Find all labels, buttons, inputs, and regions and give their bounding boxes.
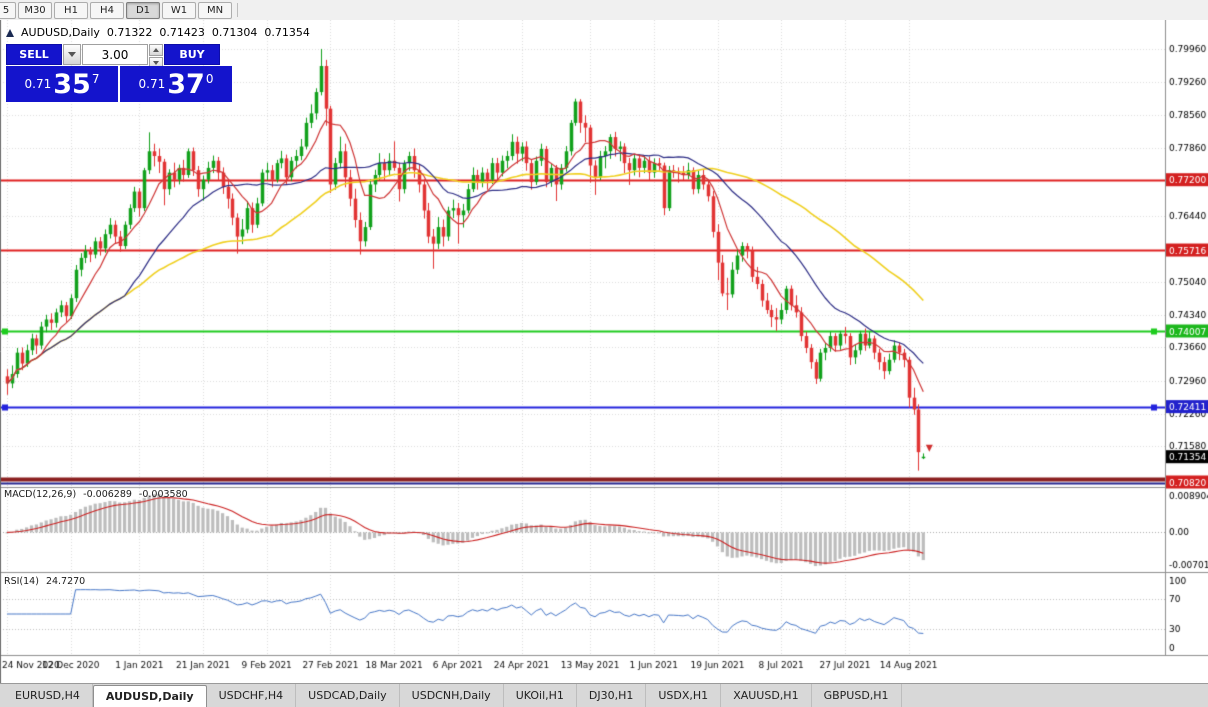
buy-price-prefix: 0.71 [138, 77, 166, 91]
rsi-name: RSI(14) [4, 576, 39, 587]
ohlc-high: 0.71423 [159, 26, 205, 39]
timeframe-button-w1[interactable]: W1 [162, 1, 196, 19]
sell-price-digits: 35 [53, 68, 91, 100]
chart-symbol-label: AUDUSD,Daily [21, 26, 100, 39]
tab-xauusd-h1[interactable]: XAUUSD,H1 [721, 684, 812, 707]
tab-usdcad-daily[interactable]: USDCAD,Daily [296, 684, 400, 707]
rsi-value: 24.7270 [45, 576, 86, 587]
tab-eurusd-h4[interactable]: EURUSD,H4 [3, 684, 93, 707]
tab-dj30-h1[interactable]: DJ30,H1 [577, 684, 647, 707]
macd-value-main: -0.006289 [83, 489, 132, 500]
buy-button[interactable]: BUY [164, 44, 220, 65]
sell-price-prefix: 0.71 [24, 77, 52, 91]
timeframe-button-d1[interactable]: D1 [126, 1, 160, 19]
macd-name: MACD(12,26,9) [4, 489, 77, 500]
chart-window: AUDUSD,Daily 0.71322 0.71423 0.71304 0.7… [0, 20, 1208, 683]
tab-usdcnh-daily[interactable]: USDCNH,Daily [400, 684, 504, 707]
sell-button[interactable]: SELL [6, 44, 62, 65]
sell-price-pipette: 7 [91, 71, 100, 86]
chevron-up-icon [153, 45, 159, 52]
chevron-down-icon [153, 61, 159, 68]
timeframe-button-mn[interactable]: MN [198, 1, 232, 19]
macd-indicator-label: MACD(12,26,9) -0.006289 -0.003580 [4, 489, 188, 500]
buy-price-digits: 37 [167, 68, 205, 100]
timeframe-toolbar: 5 M30 H1 H4 D1 W1 MN [0, 0, 1208, 21]
volume-stepper [149, 44, 163, 69]
tab-gbpusd-h1[interactable]: GBPUSD,H1 [812, 684, 902, 707]
tab-usdx-h1[interactable]: USDX,H1 [646, 684, 722, 707]
timeframe-button-m15[interactable]: 5 [0, 1, 16, 19]
chevron-down-icon [68, 52, 76, 61]
volume-dropdown-button[interactable] [63, 44, 81, 65]
ohlc-close: 0.71354 [264, 26, 310, 39]
chart-canvas[interactable] [0, 20, 1208, 683]
timeframe-button-h1[interactable]: H1 [54, 1, 88, 19]
tab-usdchf-h4[interactable]: USDCHF,H4 [207, 684, 297, 707]
ohlc-low: 0.71304 [211, 26, 258, 39]
tab-ukoil-h1[interactable]: UKOil,H1 [504, 684, 577, 707]
timeframe-button-m30[interactable]: M30 [18, 1, 52, 19]
ohlc-open: 0.71322 [106, 26, 153, 39]
chart-title: AUDUSD,Daily 0.71322 0.71423 0.71304 0.7… [6, 26, 312, 39]
one-click-trading-panel: SELL BUY 0.71 35 7 0.71 37 0 [6, 44, 232, 102]
tab-audusd-daily[interactable]: AUDUSD,Daily [92, 685, 207, 707]
rsi-indicator-label: RSI(14) 24.7270 [4, 576, 85, 587]
toolbar-separator [237, 3, 238, 17]
chart-tabs-bar: EURUSD,H4 AUDUSD,Daily USDCHF,H4 USDCAD,… [0, 683, 1208, 707]
chart-window-icon [6, 28, 14, 37]
volume-input[interactable] [82, 44, 148, 65]
volume-increase-button[interactable] [149, 44, 163, 56]
buy-price-pipette: 0 [205, 71, 214, 86]
sell-price-display[interactable]: 0.71 35 7 [6, 66, 118, 102]
macd-value-signal: -0.003580 [138, 489, 188, 500]
buy-price-display[interactable]: 0.71 37 0 [120, 66, 232, 102]
timeframe-button-h4[interactable]: H4 [90, 1, 124, 19]
